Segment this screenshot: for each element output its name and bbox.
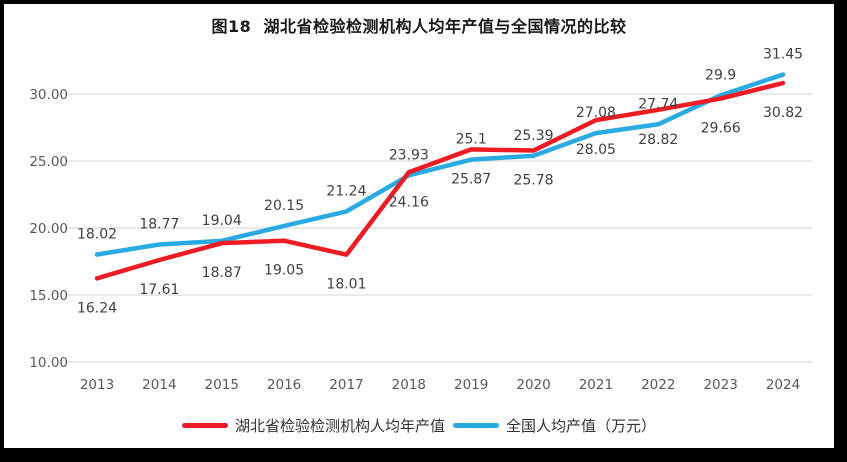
y-axis-tick-label: 25.00	[29, 154, 68, 170]
data-label: 28.82	[638, 132, 678, 148]
data-label: 18.87	[202, 265, 242, 281]
data-label: 18.77	[139, 216, 179, 232]
data-label: 27.74	[638, 96, 678, 112]
legend-item-national: 全国人均产值（万元）	[453, 415, 656, 436]
legend: 湖北省检验检测机构人均年产值 全国人均产值（万元）	[4, 410, 834, 440]
y-axis-tick-label: 20.00	[29, 221, 68, 237]
data-label: 25.1	[456, 132, 487, 148]
legend-label-national: 全国人均产值（万元）	[506, 416, 657, 435]
line-chart: 10.00 15.00 20.00 25.00 30.00 2013 2014 2015 201…	[29, 47, 812, 393]
data-label: 21.24	[326, 183, 366, 199]
x-axis-tick-label: 2018	[392, 377, 426, 393]
x-axis-tick-label: 2017	[329, 377, 363, 393]
x-axis-tick-label: 2019	[454, 377, 488, 393]
data-label: 24.16	[389, 194, 429, 210]
data-label: 17.61	[139, 282, 179, 298]
legend-label-hubei: 湖北省检验检测机构人均年产值	[234, 416, 445, 435]
data-label: 25.87	[451, 171, 491, 187]
legend-item-hubei: 湖北省检验检测机构人均年产值	[181, 415, 445, 436]
data-label: 29.66	[701, 121, 741, 137]
x-axis-tick-label: 2021	[579, 377, 613, 393]
data-label: 19.04	[202, 213, 242, 229]
x-axis-tick-label: 2022	[641, 377, 675, 393]
x-axis-tick-label: 2020	[516, 377, 550, 393]
x-axis-tick-label: 2023	[703, 377, 737, 393]
legend-swatch-hubei	[181, 422, 228, 428]
x-axis-tick-label: 2024	[766, 377, 800, 393]
data-label: 23.93	[389, 147, 429, 163]
data-label: 25.78	[513, 173, 553, 189]
data-label: 20.15	[264, 198, 304, 214]
data-label: 29.9	[705, 67, 736, 83]
x-axis-tick-label: 2013	[80, 377, 114, 393]
data-label: 16.24	[77, 300, 117, 316]
series-line	[94, 80, 786, 281]
data-label: 28.05	[576, 142, 616, 158]
y-axis-tick-label: 30.00	[29, 87, 68, 103]
series-line	[94, 72, 786, 257]
x-axis-tick-label: 2015	[205, 377, 239, 393]
data-label: 25.39	[513, 128, 553, 144]
legend-swatch-national	[453, 422, 499, 428]
data-label: 30.82	[763, 105, 803, 121]
data-label: 18.02	[77, 227, 117, 243]
chart-title: 图18 湖北省检验检测机构人均年产值与全国情况的比较	[211, 17, 627, 36]
data-label: 18.01	[326, 277, 366, 293]
y-axis-tick-label: 10.00	[29, 355, 68, 371]
y-axis-tick-label: 15.00	[29, 288, 68, 304]
data-label: 19.05	[264, 263, 304, 279]
data-label: 27.08	[576, 105, 616, 121]
x-axis-tick-label: 2014	[142, 377, 176, 393]
data-label: 31.45	[763, 47, 803, 63]
x-axis-tick-label: 2016	[267, 377, 301, 393]
